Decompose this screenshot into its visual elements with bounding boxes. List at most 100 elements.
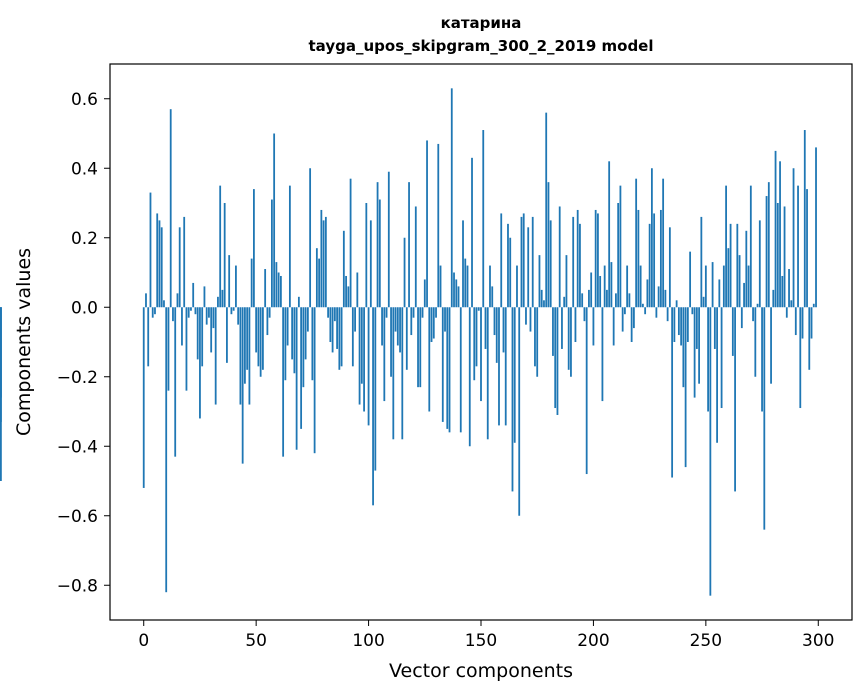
bar-7	[158, 220, 161, 308]
y-tick-label: 0.2	[71, 229, 98, 249]
bar-298	[812, 303, 815, 308]
bar-135	[446, 307, 449, 429]
bar-210	[615, 293, 617, 308]
bar-165	[513, 307, 516, 443]
bar-148	[475, 307, 478, 367]
bar-39	[230, 307, 233, 315]
bar-219	[635, 178, 638, 308]
bar-232	[664, 289, 667, 308]
bar-77	[315, 248, 318, 308]
bar-233	[666, 307, 669, 322]
bar-236	[673, 307, 676, 342]
bar-4	[151, 307, 154, 318]
bar-21	[190, 307, 192, 311]
bar-138	[453, 272, 455, 308]
bar-254	[713, 307, 716, 349]
bar-287	[788, 269, 790, 308]
bar-64	[286, 307, 289, 346]
bar-179	[545, 112, 548, 308]
bar-15	[176, 293, 179, 308]
bar-69	[297, 296, 300, 308]
bar-261	[729, 223, 732, 308]
bar-110	[390, 307, 392, 377]
bar-50	[255, 307, 258, 353]
bar-174	[534, 307, 536, 367]
bar-270	[749, 185, 752, 308]
bar-2	[147, 307, 150, 367]
bar-131	[437, 143, 440, 308]
bar-133	[441, 307, 444, 422]
bar-101	[369, 220, 372, 308]
y-tick-label: 0.0	[71, 298, 98, 318]
bar-229	[657, 286, 660, 308]
bar-140	[457, 286, 460, 308]
bar-18	[183, 216, 186, 308]
bar-27	[203, 286, 206, 308]
bar-175	[536, 307, 539, 377]
bar-230	[659, 209, 662, 308]
bar-227	[653, 213, 656, 308]
bar-220	[637, 209, 640, 308]
bar-84	[331, 307, 334, 353]
bar-273	[756, 303, 759, 308]
x-axis-label: Vector components	[389, 660, 573, 682]
bar-168	[520, 216, 523, 308]
bar-203	[599, 275, 602, 308]
bar-23	[194, 307, 197, 315]
bar-53	[262, 307, 264, 370]
bar-212	[619, 185, 622, 308]
x-tick-label: 300	[802, 631, 834, 651]
bar-142	[462, 220, 464, 308]
bar-63	[284, 307, 287, 381]
bar-35	[221, 289, 224, 308]
chart-subtitle: tayga_upos_skipgram_300_2_2019 model	[309, 37, 654, 55]
bar-109	[387, 171, 390, 308]
bar-166	[516, 265, 518, 308]
bars-group	[0, 88, 817, 596]
bar-160	[502, 307, 505, 353]
bar-288	[790, 300, 793, 308]
bar-171	[527, 227, 530, 308]
bar-200	[592, 307, 595, 346]
bar-124	[421, 307, 424, 318]
bar-188	[565, 255, 568, 308]
bar-91	[347, 286, 350, 308]
bar-221	[639, 265, 642, 308]
bar-92	[349, 178, 352, 308]
bar-258	[722, 265, 725, 308]
bar-129	[432, 307, 435, 339]
bar-196	[583, 307, 586, 322]
plot-frame	[109, 63, 853, 621]
chart-title: катарина	[441, 14, 522, 32]
x-tick-label: 100	[352, 631, 384, 651]
bar-177	[540, 289, 543, 308]
bar-147	[473, 307, 476, 381]
bar-167	[518, 307, 521, 516]
bar-105	[378, 199, 381, 308]
bar-154	[489, 265, 491, 308]
bar-264	[736, 223, 739, 308]
y-axis-label: Components values	[13, 248, 35, 436]
bar-208	[610, 262, 613, 308]
bar-245	[693, 307, 696, 398]
bar-38	[228, 255, 231, 308]
bar-252	[709, 307, 712, 596]
bar-206	[606, 289, 608, 308]
bar-76	[313, 307, 316, 454]
bar-222	[641, 303, 644, 308]
bar-294	[803, 130, 806, 308]
bar-247	[698, 307, 700, 384]
bar-263	[734, 307, 736, 492]
bar-36	[223, 203, 226, 308]
bar-271	[752, 307, 754, 322]
bar-297	[810, 307, 813, 339]
bar-3	[149, 192, 152, 308]
bar-40	[232, 307, 235, 311]
bar-54	[264, 269, 267, 308]
bar-41	[235, 265, 237, 308]
bar-55	[266, 307, 269, 336]
bar-127	[428, 307, 431, 412]
x-tick-label: 150	[465, 631, 497, 651]
bar-123	[419, 307, 422, 388]
bar-121	[414, 206, 417, 308]
